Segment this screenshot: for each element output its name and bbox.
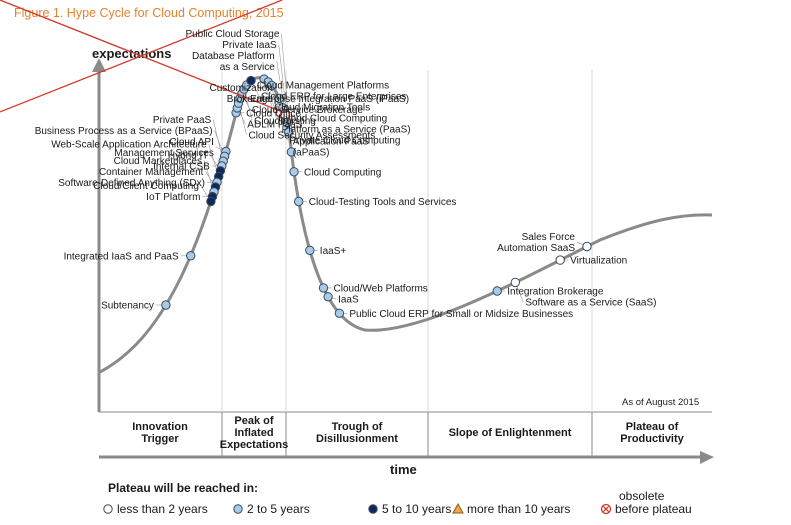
phase-label: Expectations [220, 439, 288, 451]
legend-item: 5 to 10 years [368, 502, 451, 516]
technology-marker [334, 308, 345, 318]
technology-marker [186, 251, 196, 261]
technology-label: Cloud/Web Platforms [334, 283, 428, 294]
technology-label: Cloud Security Assessments [249, 130, 376, 141]
technology-marker [582, 241, 592, 252]
technology-label: Hybrid Cloud Computing [278, 113, 387, 124]
technology-marker [492, 286, 502, 296]
technology-label: Cloud Office [246, 108, 301, 119]
legend-item: less than 2 years [103, 502, 208, 516]
legend-label: 5 to 10 years [382, 502, 451, 516]
figure-title: Figure 1. Hype Cycle for Cloud Computing… [14, 6, 284, 20]
technology-label: Private Cloud Computing [289, 135, 400, 146]
technology-label: Cloud ERP for Large Enterprises [261, 91, 406, 102]
technology-label: Virtualization [570, 256, 627, 267]
as-of-note: As of August 2015 [622, 397, 699, 408]
legend-label: obsolete before plateau [615, 489, 692, 516]
technology-label: Private PaaS [153, 115, 212, 126]
technology-marker [282, 117, 292, 128]
technology-label: Subtenancy [101, 300, 154, 311]
legend-item: 2 to 5 years [233, 502, 310, 516]
phase-label: Trough of [332, 421, 383, 433]
legend-item: more than 10 years [452, 502, 570, 516]
y-axis-arrow-icon [92, 58, 106, 72]
technology-markers [0, 0, 592, 318]
x-axis-label: time [390, 462, 417, 477]
axes: expectations time [92, 46, 714, 477]
circle-icon [233, 504, 243, 514]
technology-marker [161, 300, 171, 310]
technology-label: Cloud API Management Services [114, 137, 214, 159]
technology-label: IaaS+ [320, 246, 347, 257]
technology-label: Public Cloud Storage [185, 29, 279, 40]
technology-label: Customization Brokerage [209, 83, 273, 105]
phase-label: Trigger [141, 433, 179, 445]
technology-marker [267, 80, 277, 91]
phase-label: Plateau of [626, 421, 679, 433]
technology-label: Database Platform as a Service [192, 51, 275, 73]
legend-item: obsolete before plateau [600, 489, 692, 516]
technology-marker [206, 196, 216, 207]
technology-marker [305, 245, 315, 256]
technology-marker [323, 292, 333, 302]
technology-label: Internal CSB [153, 161, 210, 172]
technology-label: Cloud Computing [304, 167, 381, 178]
technology-label: IaaS [338, 294, 359, 305]
technology-marker [284, 127, 294, 137]
technology-label: Enterprise Integration PaaS (iPaaS) [250, 94, 409, 105]
technology-label: Cloud Marketplaces [114, 156, 202, 167]
technology-marker [318, 283, 329, 293]
phase-label: Innovation [132, 421, 188, 433]
technology-label: Integrated IaaS and PaaS [64, 251, 179, 262]
hype-curve [99, 76, 713, 374]
technology-marker [555, 255, 565, 265]
technology-label: Cloud Service Brokerage [252, 105, 364, 116]
legend-label: 2 to 5 years [247, 502, 310, 516]
phase-label: Peak of [234, 415, 273, 427]
legend-label: less than 2 years [117, 502, 208, 516]
technology-marker [294, 196, 304, 207]
technology-label: Cloudbursting [254, 116, 316, 127]
circle-icon [103, 504, 113, 514]
technology-label: Hybrid IT [168, 150, 209, 161]
technology-label: Private IaaS [222, 40, 277, 51]
technology-label: Public Cloud ERP for Small or Midsize Bu… [349, 309, 573, 320]
technology-label: Cloud-Testing Tools and Services [309, 197, 457, 208]
phase-label: Inflated [234, 427, 273, 439]
x-axis-arrow-icon [700, 451, 714, 464]
technology-label: Web-Scale Application Architecture [51, 139, 207, 150]
technology-label: Application PaaS (aPaaS) [293, 136, 369, 158]
phase-label: Disillusionment [316, 433, 398, 445]
technology-label: ADLM PaaS [247, 119, 302, 130]
leader-line [271, 85, 280, 129]
technology-label: Cloud/Client Computing [93, 181, 199, 192]
technology-label: Software as a Service (SaaS) [525, 298, 656, 309]
technology-marker [289, 167, 299, 177]
phase-label: Productivity [620, 433, 684, 445]
legend-label: more than 10 years [467, 502, 570, 516]
technology-label: Business Process as a Service (BPaaS) [35, 126, 213, 137]
technology-marker [274, 93, 284, 104]
technology-label: Software-Defined Anything (SDx) [58, 178, 205, 189]
y-axis-label: expectations [92, 46, 171, 61]
technology-label: Integration Brokerage [507, 287, 604, 298]
technology-label: Cloud Management Platforms [257, 80, 389, 91]
technology-marker [510, 277, 520, 288]
technology-marker [246, 75, 256, 86]
technology-label: Container Management [99, 167, 204, 178]
technology-label: Sales Force Automation SaaS [497, 232, 575, 254]
obsolete-icon [600, 503, 612, 515]
technology-marker [286, 147, 297, 157]
legend: Plateau will be reached in: less than 2 … [103, 481, 692, 516]
technology-label: Cloud Migration Tools [274, 102, 370, 113]
legend-heading: Plateau will be reached in: [108, 481, 258, 495]
technology-label: Platform as a Service (PaaS) [282, 124, 411, 135]
triangle-icon [452, 502, 464, 514]
circle-icon [368, 504, 378, 514]
phase-label: Slope of Enlightenment [449, 427, 572, 439]
technology-label: IoT Platform [146, 192, 200, 203]
